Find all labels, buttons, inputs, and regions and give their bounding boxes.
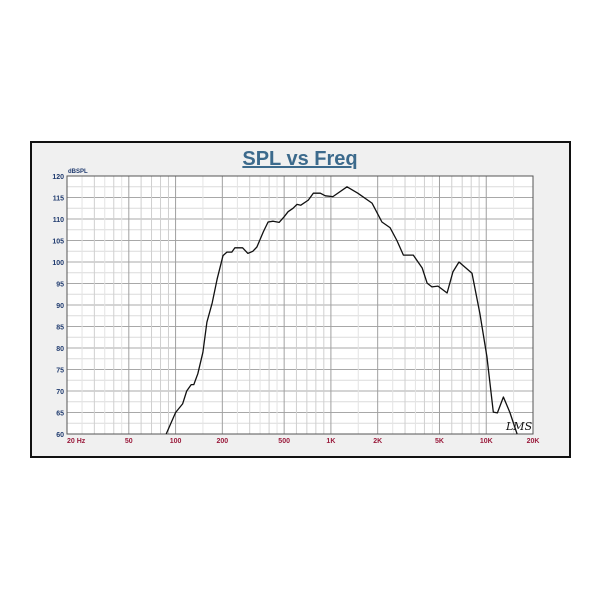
y-tick-label: 100 [52, 260, 64, 267]
x-tick-label: 200 [216, 438, 228, 445]
x-tick-label: 2K [373, 438, 382, 445]
y-tick-label: 110 [53, 217, 64, 224]
y-tick-label: 120 [52, 174, 64, 181]
x-tick-label: 10K [480, 438, 493, 445]
y-tick-label: 80 [56, 346, 64, 353]
lms-signature: LMS [505, 420, 533, 433]
spl-curve [165, 186, 518, 435]
x-tick-label: 5K [435, 438, 444, 445]
y-tick-label: 95 [56, 282, 64, 289]
x-tick-label: 20 Hz [67, 438, 86, 445]
x-tick-label: 500 [278, 438, 290, 445]
x-tick-label: 50 [125, 438, 133, 445]
y-tick-label: 65 [56, 411, 64, 418]
x-tick-label: 1K [326, 438, 335, 445]
y-tick-label: 105 [52, 239, 64, 246]
x-tick-label: 100 [170, 438, 182, 445]
y-tick-label: 85 [56, 325, 64, 332]
x-tick-label: 20K [527, 438, 540, 445]
y-tick-label: 70 [56, 389, 64, 396]
y-tick-label: 90 [56, 303, 64, 310]
y-axis-label: dBSPL [68, 169, 88, 175]
y-tick-label: 75 [56, 368, 64, 375]
chart-title: SPL vs Freq [242, 148, 358, 170]
y-tick-label: 115 [53, 196, 64, 203]
plot-border [66, 175, 534, 435]
y-tick-label: 60 [56, 432, 64, 439]
